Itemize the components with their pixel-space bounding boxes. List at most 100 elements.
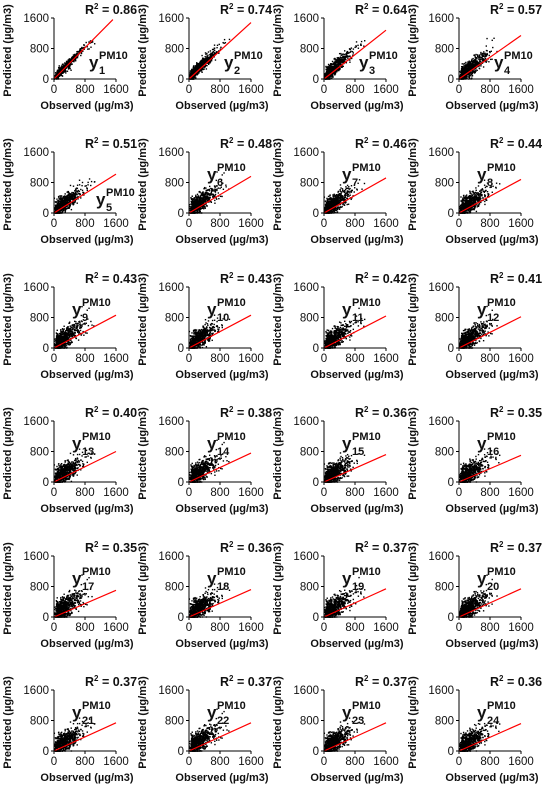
- data-point: [60, 195, 63, 197]
- data-point: [189, 208, 191, 210]
- data-point: [335, 194, 338, 196]
- data-point: [76, 190, 79, 193]
- data-point: [484, 60, 487, 62]
- data-point: [215, 185, 218, 187]
- data-point: [478, 65, 480, 67]
- regression-line: [53, 173, 117, 214]
- data-point: [190, 71, 192, 73]
- data-point: [73, 55, 75, 58]
- target-symbol: y: [224, 53, 234, 72]
- data-point: [463, 77, 466, 79]
- data-point: [330, 69, 332, 71]
- data-point: [55, 73, 57, 75]
- data-point: [73, 202, 75, 205]
- data-point: [477, 185, 480, 187]
- data-point: [350, 191, 353, 193]
- data-point: [333, 67, 335, 70]
- data-point: [69, 199, 72, 201]
- data-point: [196, 67, 198, 69]
- data-point: [460, 75, 463, 78]
- data-point: [59, 201, 61, 203]
- data-point: [204, 207, 206, 210]
- data-point: [205, 203, 207, 206]
- data-point: [491, 39, 493, 42]
- data-point: [69, 203, 71, 205]
- data-point: [205, 53, 207, 56]
- data-point: [60, 199, 62, 201]
- data-point: [336, 201, 338, 203]
- data-point: [220, 184, 222, 186]
- data-point: [193, 197, 195, 199]
- data-point: [332, 211, 334, 213]
- data-point: [199, 208, 201, 210]
- data-point: [340, 52, 342, 55]
- data-point: [339, 190, 341, 192]
- data-point: [71, 56, 73, 59]
- regression-line: [458, 35, 522, 80]
- data-point: [326, 68, 328, 70]
- data-point: [492, 46, 494, 49]
- data-point: [346, 55, 348, 57]
- data-point: [192, 70, 194, 73]
- x-tick-label: 1600: [373, 84, 399, 96]
- data-point: [462, 71, 465, 74]
- data-point: [62, 203, 64, 205]
- data-point: [70, 62, 72, 64]
- data-point: [353, 191, 355, 193]
- target-symbol: y: [89, 53, 99, 72]
- data-point: [206, 59, 209, 62]
- data-point: [466, 63, 468, 65]
- data-point: [470, 60, 473, 62]
- data-point: [70, 197, 73, 200]
- data-point: [333, 211, 336, 213]
- data-point: [210, 191, 213, 194]
- data-point: [461, 72, 463, 74]
- data-point: [193, 208, 195, 211]
- data-point: [191, 195, 193, 197]
- data-point: [215, 197, 217, 199]
- data-point: [72, 57, 74, 59]
- data-point: [210, 55, 212, 58]
- data-point: [199, 202, 201, 205]
- data-point: [78, 192, 81, 195]
- data-point: [337, 208, 339, 210]
- data-point: [342, 191, 345, 193]
- data-point: [63, 71, 66, 73]
- data-point: [61, 197, 64, 199]
- data-point: [56, 71, 59, 74]
- data-point: [344, 59, 346, 61]
- data-point: [200, 193, 203, 195]
- data-point: [75, 191, 78, 193]
- data-point: [466, 77, 468, 79]
- data-point: [329, 210, 331, 213]
- r2-label: R2 = 0.86: [85, 2, 137, 17]
- data-point: [201, 67, 203, 70]
- data-point: [220, 46, 222, 49]
- data-point: [66, 61, 68, 64]
- data-point: [460, 73, 462, 75]
- data-point: [341, 188, 344, 190]
- data-point: [61, 63, 64, 66]
- data-point: [333, 201, 335, 204]
- data-point: [65, 195, 68, 197]
- data-point: [72, 202, 74, 205]
- data-point: [329, 67, 332, 69]
- data-point: [339, 68, 341, 70]
- data-point: [214, 188, 216, 191]
- data-point: [219, 195, 222, 198]
- data-point: [223, 42, 225, 44]
- data-point: [189, 74, 192, 77]
- data-point: [202, 68, 204, 71]
- data-point: [71, 193, 74, 196]
- data-point: [332, 70, 335, 72]
- data-point: [57, 203, 59, 205]
- data-point: [214, 189, 216, 192]
- data-point: [193, 76, 196, 79]
- data-point: [69, 184, 72, 187]
- data-point: [482, 66, 485, 68]
- data-point: [83, 194, 85, 196]
- data-point: [475, 70, 477, 72]
- data-point: [350, 185, 353, 187]
- data-point: [350, 57, 353, 60]
- data-point: [327, 199, 329, 201]
